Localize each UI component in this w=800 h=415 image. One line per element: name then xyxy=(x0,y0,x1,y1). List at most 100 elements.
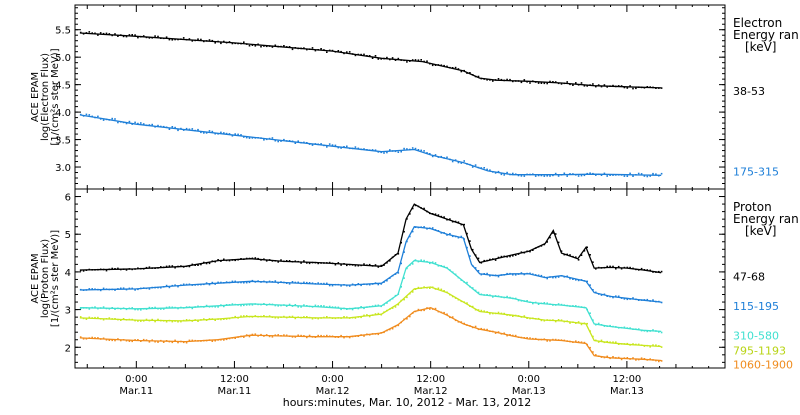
data-point xyxy=(211,130,214,133)
data-point xyxy=(308,334,311,337)
data-point xyxy=(117,307,119,310)
data-point xyxy=(655,173,657,175)
data-point xyxy=(180,265,182,267)
data-point xyxy=(635,328,637,330)
data-point xyxy=(612,356,614,358)
data-point xyxy=(174,38,176,41)
x-tick-label-date: Mar.13 xyxy=(512,386,546,397)
data-point xyxy=(526,337,528,339)
data-point xyxy=(88,308,91,310)
data-point xyxy=(566,253,568,256)
data-point xyxy=(394,59,397,61)
data-point xyxy=(220,339,222,341)
data-point xyxy=(589,330,591,332)
data-point xyxy=(228,133,231,135)
data-point xyxy=(431,286,434,289)
data-point xyxy=(637,299,640,301)
data-point xyxy=(343,263,345,265)
data-point xyxy=(437,214,440,216)
data-point xyxy=(540,319,543,322)
data-point xyxy=(160,286,162,289)
data-point xyxy=(595,323,597,326)
data-point xyxy=(417,205,420,208)
data-point xyxy=(331,317,334,319)
data-point xyxy=(188,265,191,268)
data-point xyxy=(343,52,345,55)
data-point xyxy=(655,87,657,89)
data-point xyxy=(560,83,563,85)
data-point xyxy=(612,296,614,299)
data-point xyxy=(211,281,214,284)
data-point xyxy=(97,288,99,291)
data-point xyxy=(463,238,465,240)
data-point xyxy=(620,358,623,361)
data-point xyxy=(180,320,182,323)
data-point xyxy=(529,250,531,253)
data-point xyxy=(575,279,577,281)
data-point xyxy=(200,340,202,342)
data-point xyxy=(374,304,377,307)
data-point xyxy=(151,37,153,39)
data-point xyxy=(191,307,194,310)
data-point xyxy=(523,315,526,317)
data-point xyxy=(658,345,660,347)
data-point xyxy=(280,316,282,318)
data-point xyxy=(549,340,551,342)
data-point xyxy=(409,148,411,151)
data-point xyxy=(274,260,277,262)
data-point xyxy=(391,274,394,277)
data-point xyxy=(603,325,606,327)
x-tick-label-time: 12:00 xyxy=(612,374,641,385)
data-point xyxy=(180,284,182,286)
data-point xyxy=(271,46,274,48)
data-point xyxy=(274,139,277,142)
data-point xyxy=(403,298,405,301)
data-point xyxy=(477,270,480,272)
data-point xyxy=(580,254,583,256)
data-point xyxy=(620,267,623,270)
data-point xyxy=(194,339,196,342)
data-point xyxy=(543,82,546,85)
data-point xyxy=(514,173,517,175)
data-point xyxy=(317,262,319,265)
data-point xyxy=(451,160,454,163)
electron-y-axis-label: ACE EPAMlog(Electron Flux)[1/(cm²s ster … xyxy=(30,48,61,145)
data-point xyxy=(274,280,277,282)
data-point xyxy=(165,306,168,309)
data-point xyxy=(145,36,148,39)
data-point xyxy=(489,79,491,81)
data-point xyxy=(260,315,262,318)
data-point xyxy=(577,259,580,261)
data-point xyxy=(554,81,557,83)
data-point xyxy=(85,307,88,309)
series-310-580 xyxy=(79,259,663,334)
data-point xyxy=(363,335,365,337)
data-point xyxy=(595,291,597,294)
data-point xyxy=(197,320,199,322)
data-point xyxy=(257,137,259,139)
data-point xyxy=(162,37,165,40)
data-point xyxy=(228,317,231,320)
data-point xyxy=(512,315,514,317)
data-point xyxy=(208,283,211,286)
data-point xyxy=(291,48,294,51)
data-point xyxy=(374,55,377,57)
data-point xyxy=(240,315,242,317)
data-point xyxy=(120,319,122,321)
data-point xyxy=(254,303,257,305)
data-point xyxy=(440,64,443,66)
data-point xyxy=(300,316,302,319)
data-point xyxy=(177,341,179,344)
data-point xyxy=(617,295,620,298)
data-point xyxy=(592,351,594,353)
data-point xyxy=(434,288,437,290)
data-point xyxy=(546,175,548,177)
data-point xyxy=(211,318,214,320)
data-point xyxy=(534,81,537,83)
data-point xyxy=(529,317,531,320)
data-point xyxy=(497,295,500,297)
data-point xyxy=(200,283,202,286)
data-point xyxy=(483,259,485,262)
data-point xyxy=(509,314,511,317)
data-point xyxy=(371,149,374,151)
